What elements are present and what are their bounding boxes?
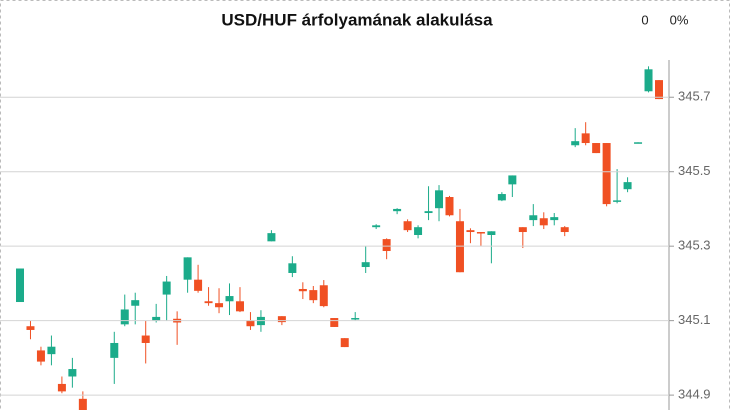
candle-body — [309, 290, 318, 301]
y-tick-label: 345.1 — [678, 312, 711, 327]
candle-body — [361, 262, 370, 268]
candle-body — [235, 301, 244, 312]
candle-body — [529, 215, 538, 221]
candle-body — [215, 303, 224, 308]
candle-body — [644, 69, 653, 92]
candle-body — [194, 279, 203, 291]
candle-body — [68, 369, 77, 377]
candle-body — [497, 194, 506, 201]
candle-body — [581, 133, 590, 144]
candle-body — [26, 326, 35, 330]
y-tick-label: 345.5 — [678, 163, 711, 178]
candle-body — [277, 316, 286, 323]
candle-body — [131, 300, 140, 306]
candle-body — [414, 227, 423, 235]
candle-body — [602, 143, 611, 205]
y-tick-label: 344.9 — [678, 387, 711, 402]
candle-body — [288, 263, 297, 273]
candle-body — [36, 350, 45, 362]
candle-body — [592, 143, 601, 154]
candle-body — [120, 309, 129, 325]
candle-body — [319, 285, 328, 307]
candle-body — [183, 257, 192, 280]
candle-body — [424, 211, 433, 214]
candle-body — [435, 190, 444, 209]
candle-body — [298, 288, 307, 292]
y-tick-label: 345.3 — [678, 238, 711, 253]
candle-body — [445, 197, 454, 216]
candle-body — [634, 142, 643, 144]
candle-body — [78, 398, 87, 410]
candle-body — [110, 342, 119, 358]
candle-body — [152, 316, 161, 321]
candle-body — [518, 227, 527, 233]
candle-body — [560, 227, 569, 233]
candle-body — [57, 383, 66, 392]
annotation: 0% — [670, 12, 689, 27]
candles — [16, 66, 663, 410]
candle-body — [204, 301, 213, 304]
candle-body — [246, 320, 255, 327]
chart-title: USD/HUF árfolyamának alakulása — [221, 10, 493, 29]
candle-body — [16, 268, 24, 303]
candle-body — [455, 221, 464, 273]
candle-body — [351, 318, 360, 320]
candle-body — [340, 338, 349, 348]
candle-body — [47, 346, 56, 355]
candle-body — [330, 318, 339, 327]
candle-body — [508, 175, 517, 185]
candle-body — [267, 233, 276, 242]
candle-body — [382, 239, 391, 252]
candle-body — [539, 218, 548, 226]
candle-body — [476, 232, 485, 234]
candle-body — [623, 182, 632, 190]
annotation: 0 — [641, 12, 648, 27]
candle-body — [162, 281, 171, 295]
candle-body — [487, 231, 496, 235]
y-tick-label: 345.7 — [678, 89, 711, 104]
candle-body — [393, 208, 402, 212]
candle-body — [403, 221, 412, 231]
candle-body — [571, 141, 580, 146]
candle-body — [141, 335, 150, 343]
candle-body — [372, 225, 381, 228]
candle-body — [655, 80, 663, 100]
candle-body — [550, 217, 559, 221]
candle-body — [613, 200, 622, 202]
candle-body — [225, 296, 234, 302]
candle-body — [466, 230, 475, 233]
